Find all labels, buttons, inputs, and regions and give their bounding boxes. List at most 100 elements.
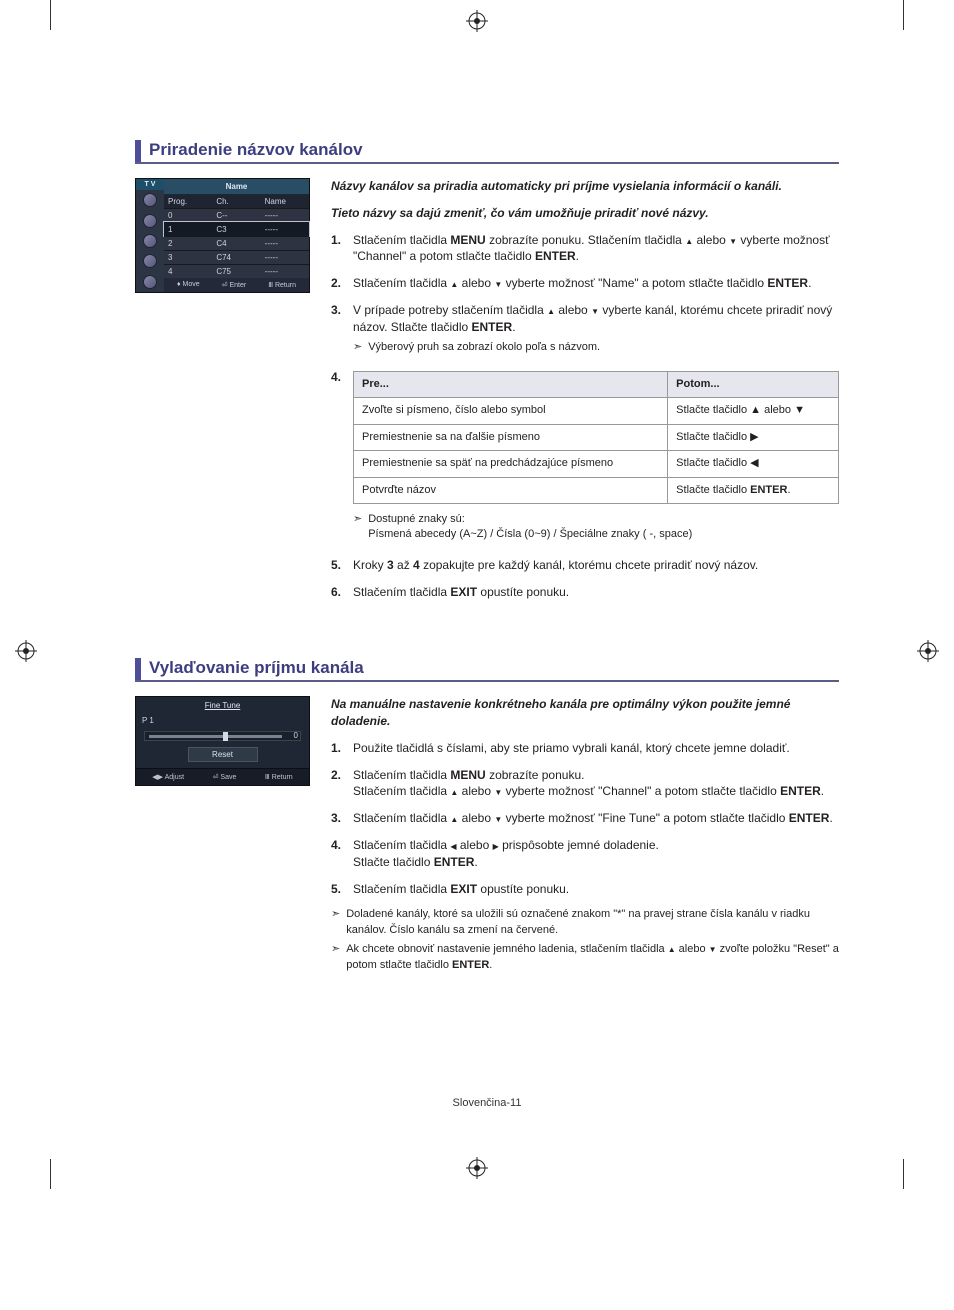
label: Return: [272, 774, 293, 781]
step-1: 1.Použite tlačidlá s číslami, aby ste pr…: [331, 740, 839, 757]
text: Stlačením tlačidla: [353, 811, 450, 825]
crop-mark: [903, 0, 904, 30]
slider-track-icon: [149, 735, 282, 738]
td: Zvoľte si písmeno, číslo alebo symbol: [354, 398, 668, 424]
text: alebo: [458, 811, 494, 825]
slider-value: 0: [294, 731, 298, 740]
label: Enter: [229, 282, 246, 289]
th: Potom...: [668, 371, 839, 397]
kw-enter: ENTER: [472, 320, 513, 334]
th: Pre...: [354, 371, 668, 397]
text: Ak chcete obnoviť nastavenie jemného lad…: [346, 943, 667, 955]
step-3: 3. V prípade potreby stlačením tlačidla …: [331, 302, 839, 359]
label: Move: [183, 281, 200, 288]
tv-side-icon: [136, 190, 164, 210]
kw-enter: ENTER: [750, 484, 787, 496]
text: vyberte možnosť "Name" a potom stlačte t…: [502, 276, 767, 290]
kw-enter: ENTER: [452, 959, 489, 971]
label: Return: [275, 282, 296, 289]
cell: 4: [164, 265, 212, 278]
note-text: Dostupné znaky sú: Písmená abecedy (A~Z)…: [368, 512, 692, 543]
action-table: Pre...Potom... Zvoľte si písmeno, číslo …: [353, 371, 839, 504]
text: alebo: [693, 233, 729, 247]
step-5: 5. Kroky 3 až 4 zopakujte pre každý kaná…: [331, 557, 839, 574]
td: Stlačte tlačidlo ◀: [668, 451, 839, 477]
cell: 2: [164, 237, 212, 250]
hint-save: ⏎ Save: [213, 773, 237, 781]
cell: 1: [164, 223, 212, 236]
kw-enter: ENTER: [780, 784, 821, 798]
kw-exit: EXIT: [450, 882, 477, 896]
text: V prípade potreby stlačením tlačidla: [353, 303, 547, 317]
tv-row: 2C4-----: [164, 236, 309, 250]
text: opustíte ponuku.: [477, 882, 569, 896]
text: až: [394, 558, 413, 572]
slider-knob-icon: [223, 732, 228, 741]
section-channel-names: Priradenie názvov kanálov T V Name: [135, 140, 839, 610]
intro-text: Na manuálne nastavenie konkrétneho kanál…: [331, 696, 839, 730]
tv-footer: ♦ Move ⏎ Enter Ⅲ Return: [164, 278, 309, 292]
kw-exit: EXIT: [450, 585, 477, 599]
registration-mark-icon: [466, 1157, 488, 1179]
tv-table-header: Prog. Ch. Name: [164, 195, 309, 208]
text: alebo: [458, 276, 494, 290]
kw-enter: ENTER: [535, 249, 576, 263]
ft-slider: 0: [144, 731, 301, 741]
section-title: Vylaďovanie príjmu kanála: [149, 658, 364, 680]
kw-num: 3: [387, 558, 394, 572]
ft-title: Fine Tune: [136, 697, 309, 714]
down-icon: [709, 942, 717, 957]
text: .: [474, 855, 477, 869]
ft-reset-button: Reset: [188, 747, 258, 762]
text: .: [489, 959, 492, 971]
tv-label: T V: [136, 179, 164, 190]
text: Stlačením tlačidla: [353, 784, 450, 798]
tv-side-icon: [136, 272, 164, 292]
step-1: 1. Stlačením tlačidla MENU zobrazíte pon…: [331, 232, 839, 266]
intro-text: Tieto názvy sa dajú zmeniť, čo vám umožň…: [331, 205, 839, 222]
tv-finetune-screenshot: Fine Tune P 1 0 Reset ◀▶ Adjust ⏎ Save Ⅲ…: [135, 696, 310, 786]
text: .: [576, 249, 579, 263]
tv-side-icon: [136, 231, 164, 251]
text: zobrazíte ponuku.: [486, 768, 585, 782]
text: prispôsobte jemné doladenie.: [499, 838, 659, 852]
text: .: [821, 784, 824, 798]
cell: C74: [212, 251, 260, 264]
cell: C--: [212, 209, 260, 222]
col-name: Name: [261, 195, 309, 208]
chevron-icon: [331, 942, 340, 957]
text: opustíte ponuku.: [477, 585, 569, 599]
text: Stlačením tlačidla: [353, 838, 450, 852]
text: alebo: [555, 303, 591, 317]
cell: C3: [212, 223, 260, 236]
hint-move: ♦ Move: [177, 281, 200, 289]
td: Stlačte tlačidlo ▶: [668, 424, 839, 450]
crop-mark: [903, 1159, 904, 1189]
note-text: Doladené kanály, ktoré sa uložili sú ozn…: [346, 907, 839, 938]
chevron-icon: [331, 907, 340, 922]
col-prog: Prog.: [164, 195, 212, 208]
up-icon: [668, 942, 676, 957]
tv-row: 0C-------: [164, 208, 309, 222]
cell: -----: [261, 251, 309, 264]
cell: -----: [261, 265, 309, 278]
crop-mark: [50, 1159, 51, 1189]
chevron-icon: [353, 512, 362, 527]
tv-menu-screenshot: T V Name Prog. Ch. Name: [135, 178, 310, 293]
text: .: [829, 811, 832, 825]
heading-bar-icon: [135, 140, 141, 162]
cell: -----: [261, 237, 309, 250]
down-icon: [729, 232, 737, 249]
label: Adjust: [165, 774, 184, 781]
note-text: Výberový pruh sa zobrazí okolo poľa s ná…: [368, 340, 600, 355]
section-heading: Priradenie názvov kanálov: [135, 140, 839, 164]
cell: 3: [164, 251, 212, 264]
intro-text: Názvy kanálov sa priradia automaticky pr…: [331, 178, 839, 195]
tv-side-icon: [136, 210, 164, 230]
text: Stlačte tlačidlo: [676, 484, 750, 496]
step-6: 6. Stlačením tlačidla EXIT opustíte ponu…: [331, 584, 839, 601]
cell: 0: [164, 209, 212, 222]
text: zobrazíte ponuku. Stlačením tlačidla: [486, 233, 685, 247]
step-2: 2. Stlačením tlačidla MENU zobrazíte pon…: [331, 767, 839, 801]
page-number: Slovenčina-11: [135, 1097, 839, 1109]
